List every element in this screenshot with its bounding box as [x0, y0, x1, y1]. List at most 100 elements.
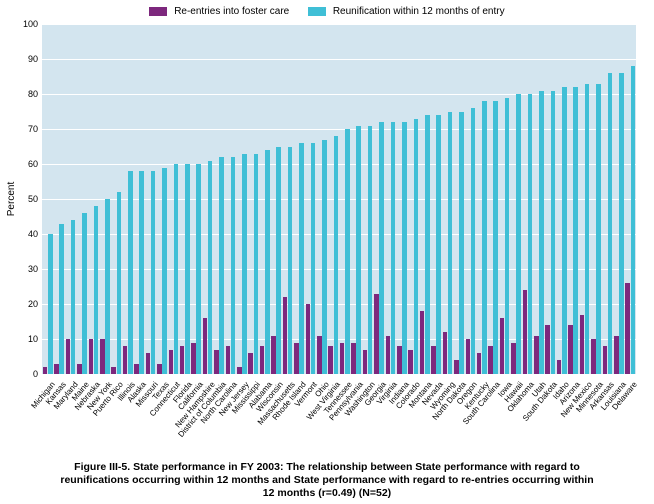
bar-reunification	[196, 164, 201, 374]
bar-reunification	[265, 150, 270, 374]
bar-reunification	[631, 66, 636, 374]
bar-reentries	[237, 367, 242, 374]
bar-reentries	[317, 336, 322, 375]
bar-reentries	[77, 364, 82, 375]
bar-reentries	[191, 343, 196, 375]
y-axis-label: Percent	[6, 182, 17, 216]
bar-reunification	[551, 91, 556, 375]
bar-reunification	[208, 161, 213, 375]
y-tick-label: 100	[8, 19, 38, 29]
bar-reentries	[568, 325, 573, 374]
bars	[42, 24, 636, 374]
bar-reentries	[157, 364, 162, 375]
bar-reentries	[488, 346, 493, 374]
bar-reunification	[505, 98, 510, 375]
bar-reentries	[214, 350, 219, 375]
y-tick-label: 60	[8, 159, 38, 169]
bar-reunification	[48, 234, 53, 374]
bar-reunification	[391, 122, 396, 374]
bar-reunification	[254, 154, 259, 375]
bar-reentries	[43, 367, 48, 374]
legend-swatch-reunification	[308, 7, 326, 16]
bar-reentries	[431, 346, 436, 374]
legend: Re-entries into foster care Reunificatio…	[0, 6, 654, 17]
bar-reunification	[94, 206, 99, 374]
bar-reunification	[322, 140, 327, 375]
bar-reunification	[128, 171, 133, 374]
bar-reentries	[397, 346, 402, 374]
y-tick-label: 90	[8, 54, 38, 64]
bar-reunification	[379, 122, 384, 374]
bar-reentries	[328, 346, 333, 374]
bar-reunification	[82, 213, 87, 374]
caption-line2: reunifications occurring within 12 month…	[60, 474, 593, 486]
bar-reentries	[283, 297, 288, 374]
bar-reunification	[608, 73, 613, 374]
bar-reunification	[436, 115, 441, 374]
bar-reunification	[162, 168, 167, 375]
bar-reunification	[219, 157, 224, 374]
bar-reunification	[117, 192, 122, 374]
x-axis-labels: MichiganKansasMarylandMaineNebraskaNew Y…	[42, 376, 636, 456]
bar-reentries	[374, 294, 379, 375]
bar-reentries	[134, 364, 139, 375]
bar-reunification	[185, 164, 190, 374]
bar-reunification	[482, 101, 487, 374]
gridline	[42, 374, 636, 375]
bar-reunification	[414, 119, 419, 375]
caption-line1: Figure III-5. State performance in FY 20…	[74, 461, 580, 473]
bar-reentries	[523, 290, 528, 374]
bar-reunification	[174, 164, 179, 374]
bar-reentries	[386, 336, 391, 375]
bar-reentries	[123, 346, 128, 374]
bar-reentries	[466, 339, 471, 374]
bar-reunification	[368, 126, 373, 375]
caption: Figure III-5. State performance in FY 20…	[30, 461, 624, 500]
bar-reunification	[539, 91, 544, 375]
y-tick-label: 80	[8, 89, 38, 99]
bar-reentries	[580, 315, 585, 375]
legend-item-reentries: Re-entries into foster care	[149, 6, 289, 17]
bar-reentries	[169, 350, 174, 375]
bar-reunification	[151, 171, 156, 374]
bar-reentries	[226, 346, 231, 374]
bar-reentries	[89, 339, 94, 374]
y-tick-label: 40	[8, 229, 38, 239]
bar-reunification	[471, 108, 476, 374]
bar-reunification	[71, 220, 76, 374]
legend-item-reunification: Reunification within 12 months of entry	[308, 6, 505, 17]
bar-reentries	[363, 350, 368, 375]
bar-reunification	[334, 136, 339, 374]
bar-reentries	[408, 350, 413, 375]
bar-reentries	[54, 364, 59, 375]
bar-reunification	[516, 94, 521, 374]
bar-reentries	[454, 360, 459, 374]
bar-reentries	[420, 311, 425, 374]
bar-reentries	[557, 360, 562, 374]
y-tick-label: 30	[8, 264, 38, 274]
bar-reunification	[231, 157, 236, 374]
bar-reunification	[425, 115, 430, 374]
bar-reunification	[493, 101, 498, 374]
bar-reunification	[528, 94, 533, 374]
chart-container: Re-entries into foster care Reunificatio…	[0, 0, 654, 504]
bar-reentries	[248, 353, 253, 374]
legend-label-reentries: Re-entries into foster care	[174, 6, 289, 17]
bar-reentries	[351, 343, 356, 375]
bar-reentries	[443, 332, 448, 374]
bar-reentries	[614, 336, 619, 375]
bar-reunification	[345, 129, 350, 374]
bar-reunification	[59, 224, 64, 375]
bar-reunification	[242, 154, 247, 375]
bar-reentries	[625, 283, 630, 374]
bar-reunification	[596, 84, 601, 375]
bar-reunification	[276, 147, 281, 375]
bar-reunification	[288, 147, 293, 375]
bar-reentries	[511, 343, 516, 375]
bar-reentries	[271, 336, 276, 375]
bar-reentries	[203, 318, 208, 374]
bar-reentries	[340, 343, 345, 375]
plot-area	[42, 24, 636, 374]
bar-reunification	[105, 199, 110, 374]
bar-reunification	[356, 126, 361, 375]
